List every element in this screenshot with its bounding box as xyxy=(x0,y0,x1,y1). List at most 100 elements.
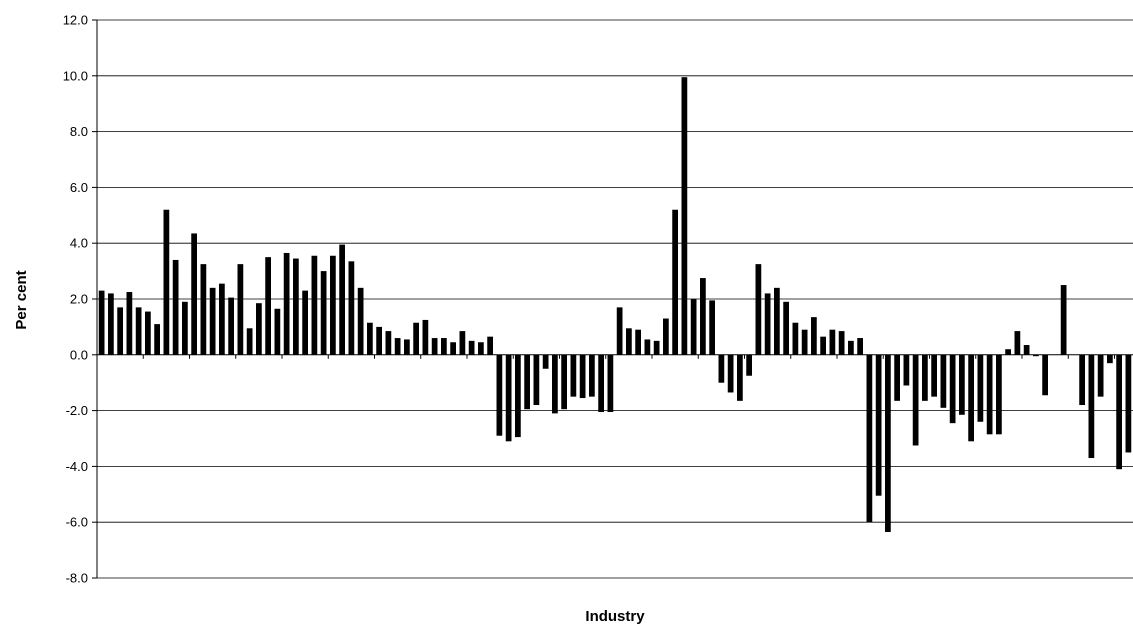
bar xyxy=(1116,354,1122,470)
bar xyxy=(700,278,706,355)
bar xyxy=(690,299,697,355)
bar xyxy=(524,354,530,410)
y-tick-label: 4.0 xyxy=(70,236,88,251)
bar xyxy=(533,354,540,406)
bar xyxy=(404,339,410,355)
y-axis-title: Per cent xyxy=(13,270,30,329)
bar xyxy=(367,322,373,355)
bar xyxy=(302,290,308,355)
bar xyxy=(681,77,688,355)
bar xyxy=(145,311,151,355)
y-tick-label: 2.0 xyxy=(70,292,88,307)
bar xyxy=(515,354,521,438)
bar xyxy=(394,338,401,355)
y-axis-tick-labels: -8.0 -6.0 -4.0 -2.0 0.0 2.0 4.0 6.0 8.0 10.0 12.0 xyxy=(63,13,88,586)
bar xyxy=(801,329,808,355)
bar xyxy=(98,290,105,355)
bar xyxy=(163,209,170,355)
bar xyxy=(320,271,327,355)
bar xyxy=(986,354,993,435)
bar xyxy=(339,244,345,355)
bar xyxy=(598,354,604,412)
bar xyxy=(1033,354,1039,357)
bar xyxy=(644,339,651,355)
bar xyxy=(1079,354,1085,406)
bar xyxy=(413,322,419,355)
y-tick-label: 12.0 xyxy=(63,13,88,28)
bar xyxy=(552,354,558,414)
bar xyxy=(866,354,873,523)
bar xyxy=(996,354,1002,435)
y-tick-label: -2.0 xyxy=(66,403,88,418)
bar xyxy=(246,328,253,355)
bar xyxy=(311,255,318,355)
bar xyxy=(783,301,789,355)
bar xyxy=(219,283,225,355)
bar xyxy=(1107,354,1113,364)
bar xyxy=(672,209,678,355)
bar xyxy=(1125,354,1132,453)
bar xyxy=(774,287,780,355)
bar xyxy=(256,303,262,355)
bar xyxy=(848,340,854,355)
bar xyxy=(755,264,762,355)
bar xyxy=(237,264,244,355)
y-tick-label: -4.0 xyxy=(66,459,88,474)
bar xyxy=(949,354,956,424)
y-tick-label: 0.0 xyxy=(70,347,88,362)
bar xyxy=(487,336,493,355)
bar xyxy=(385,331,392,355)
bar xyxy=(857,338,863,355)
bar xyxy=(330,255,336,355)
bar xyxy=(607,354,614,412)
bar xyxy=(172,259,179,355)
bar xyxy=(792,322,799,355)
bar xyxy=(820,336,826,355)
bar xyxy=(357,287,364,355)
bar xyxy=(228,297,234,355)
bar xyxy=(875,354,882,496)
bar xyxy=(200,264,207,355)
bar xyxy=(283,252,290,355)
bar xyxy=(663,318,669,355)
bar xyxy=(468,340,475,355)
bar xyxy=(422,319,429,355)
bar xyxy=(1005,349,1011,355)
bar xyxy=(838,331,845,355)
bar xyxy=(959,354,965,415)
bar xyxy=(727,354,734,393)
bar xyxy=(1060,285,1067,355)
bar xyxy=(635,329,641,355)
bar xyxy=(496,354,503,436)
bar xyxy=(579,354,586,399)
bar xyxy=(542,354,549,369)
bar xyxy=(265,257,271,355)
bar xyxy=(709,300,715,355)
x-axis-ticks xyxy=(96,354,1115,359)
bar xyxy=(922,354,928,401)
bar xyxy=(376,326,382,355)
bar xyxy=(293,258,299,355)
bar xyxy=(718,354,725,383)
bar xyxy=(626,328,632,355)
bar xyxy=(209,287,216,355)
bars xyxy=(98,77,1132,532)
bar xyxy=(1023,345,1030,355)
bar xyxy=(764,293,771,355)
bar xyxy=(903,354,910,386)
bar xyxy=(117,307,123,355)
bar xyxy=(570,354,577,397)
bar xyxy=(561,354,567,410)
bar xyxy=(737,354,743,401)
bar xyxy=(746,354,752,376)
bar xyxy=(431,338,438,355)
bar xyxy=(441,338,447,355)
y-tick-label: 10.0 xyxy=(63,68,88,83)
y-tick-label: 6.0 xyxy=(70,180,88,195)
bar xyxy=(108,293,114,355)
bar xyxy=(977,354,984,422)
bar xyxy=(135,307,142,355)
bar xyxy=(191,233,197,355)
bar xyxy=(811,317,817,355)
